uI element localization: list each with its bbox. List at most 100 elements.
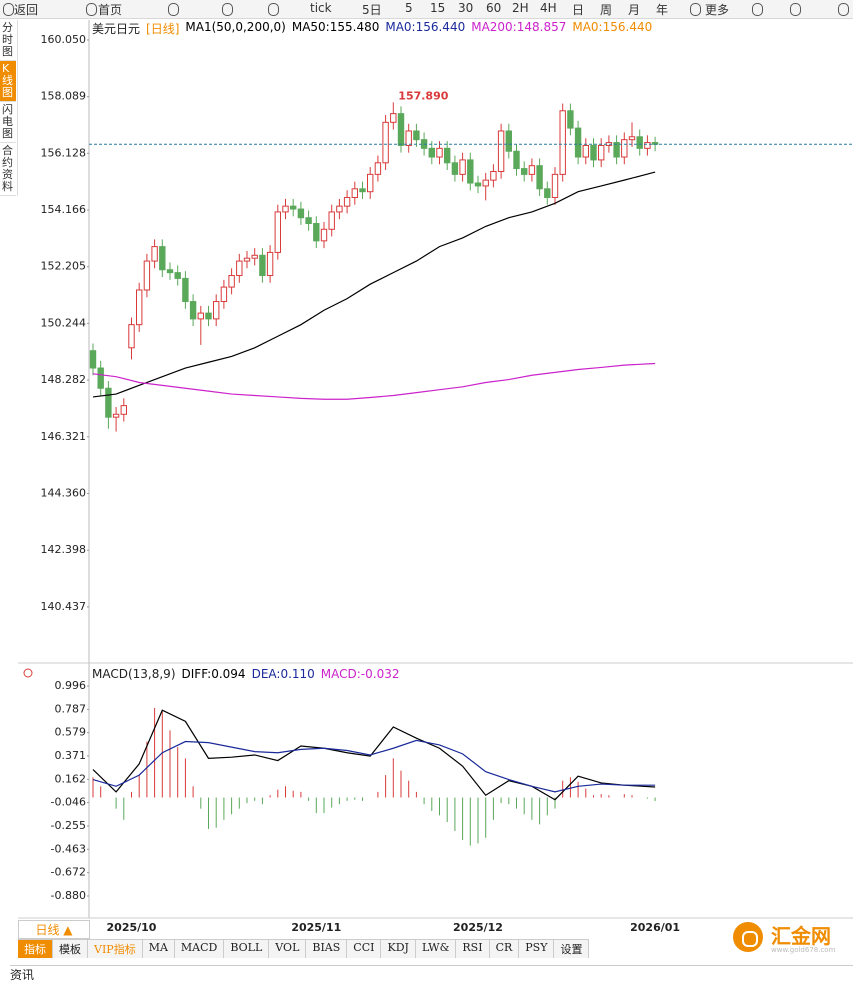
indicator-tab[interactable]: BIAS [306,940,348,958]
max-annotation: 157.890 [398,89,448,102]
indicator-tab[interactable]: KDJ [381,940,416,958]
candle-body [636,136,643,149]
toolbar-button[interactable]: tick [310,1,332,15]
candle-body [405,130,412,146]
candle-body [490,170,497,181]
candle-body [567,110,574,129]
candle-body [313,222,320,242]
toolbar-icon [222,3,233,16]
toolbar-icon [86,3,97,16]
indicator-tab[interactable]: CCI [347,940,382,958]
legend-item: MA200:148.857 [471,20,567,34]
toolbar-button[interactable]: 15 [430,1,446,15]
candle-body [521,168,528,175]
candle-body [413,130,420,141]
toolbar: 返回 首页 tick 5日 5 15 30 60 2H 4H 日 周 月 年 更多 [0,0,853,19]
candle-body [644,142,651,149]
toolbar-icon [838,3,849,16]
indicator-tab[interactable]: VIP指标 [88,940,143,958]
indicator-tab[interactable]: 模板 [53,940,88,958]
chart-title: 美元日元 [92,22,141,36]
toolbar-button[interactable]: 30 [458,1,474,15]
candle-body [336,205,343,213]
period-label: [日线] [146,22,180,36]
indicator-tab[interactable]: MACD [174,940,225,958]
legend-item: MACD:-0.032 [320,667,400,681]
side-tab[interactable]: K线图 [0,61,16,102]
y-tick-label: -0.880 [51,889,86,902]
candle-body [112,413,120,418]
legend-item: MA0:156.440 [385,20,466,34]
candle-body [367,173,374,193]
candle-body [551,173,559,198]
toolbar-button[interactable]: 首页 [98,3,123,17]
indicator-tab[interactable]: VOL [269,940,307,958]
toolbar-button[interactable]: 5日 [362,3,382,17]
indicator-tab[interactable]: 指标 [18,940,53,958]
candle-body [582,144,589,158]
toolbar-button[interactable]: 年 [656,3,669,17]
y-tick-label: 0.787 [55,702,87,715]
candle-body [166,269,174,274]
y-tick-label: 150.244 [41,316,87,329]
x-tick-label: 2025/11 [291,921,341,934]
toolbar-button[interactable]: 周 [600,3,613,17]
toolbar-icon [790,3,801,16]
candle-body [574,127,582,158]
indicator-tab[interactable]: RSI [456,940,490,958]
toolbar-button[interactable]: 返回 [14,3,39,17]
toolbar-button[interactable]: 月 [628,3,641,17]
indicator-tab[interactable]: PSY [519,940,555,958]
candle-body [459,159,466,175]
y-tick-label: 148.282 [41,373,87,386]
macd-title: MACD(13,8,9) [92,667,176,681]
candle-body [297,208,305,219]
candle-body [544,188,551,198]
side-tab[interactable]: 闪电图 [0,102,16,143]
candle-body [621,139,628,158]
logo-icon-ring [742,931,758,947]
indicator-tab[interactable]: 设置 [554,940,590,958]
candle-body [282,205,289,213]
side-tab[interactable]: 合约资料 [0,143,16,196]
candle-body [228,275,235,288]
logo-icon [733,922,763,952]
candle-body [159,246,166,271]
candle-body [320,228,328,242]
toolbar-icon [690,3,701,16]
candle-body [343,196,351,207]
toolbar-icon [3,3,14,16]
legend-item: MA0:156.440 [572,20,653,34]
logo: 汇金网 www.gold678.com [733,920,848,956]
toolbar-button[interactable]: 2H [512,1,529,15]
candle-body [97,367,104,389]
candle-body [436,147,443,158]
toolbar-button[interactable]: 60 [486,1,502,15]
logo-name: 汇金网 [771,924,831,948]
indicator-tab[interactable]: MA [142,940,175,958]
y-tick-label: 152.205 [41,260,87,273]
candle-body [374,162,382,175]
footer-tab[interactable]: 资讯 [10,965,853,983]
y-tick-label: 160.050 [41,33,87,46]
toolbar-button[interactable]: 5 [405,1,413,15]
macd-legend: MACD(13,8,9) DIFF:0.094 DEA:0.110 MACD:-0.0… [92,667,400,681]
candle-body [559,110,566,175]
y-tick-label: 158.089 [41,90,87,103]
period-button[interactable]: 日线 ▲ [18,920,90,939]
candle-body [390,113,397,123]
toolbar-button[interactable]: 4H [540,1,557,15]
side-tab[interactable]: 分时图 [0,20,16,61]
toolbar-button[interactable]: 日 [572,3,585,17]
legend-item: DIFF:0.094 [181,667,246,681]
y-tick-label: 0.579 [55,726,87,739]
indicator-tab[interactable]: CR [489,940,520,958]
candle-body [197,312,205,320]
x-tick-label: 2026/01 [630,921,680,934]
toolbar-button[interactable]: 更多 [705,3,730,17]
indicator-tab[interactable]: BOLL [224,940,270,958]
indicator-tab[interactable]: LW& [415,940,457,958]
candle-body [382,121,389,164]
